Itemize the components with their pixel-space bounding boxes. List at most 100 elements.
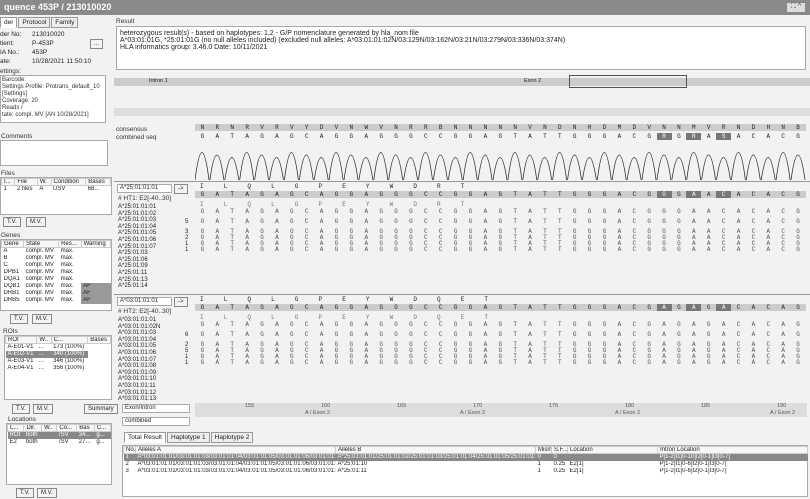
allele-list-item[interactable]: A*03:01:01:05 xyxy=(118,343,157,350)
allele-list-item[interactable]: A*25:01:01:01 xyxy=(118,204,157,210)
allele-list-item[interactable]: A*25:01:09 xyxy=(118,263,148,270)
summary-button[interactable]: Summary xyxy=(84,404,118,414)
result-text[interactable]: heterozygous result(s) - based on haplot… xyxy=(116,26,806,70)
rois-mv-button[interactable]: M.V. xyxy=(33,404,53,414)
gene-overview-bar[interactable]: Intron 1 Exon 2 xyxy=(114,75,810,88)
column-header[interactable]: L... xyxy=(6,424,25,432)
comments-box[interactable] xyxy=(0,140,108,166)
column-header[interactable]: ROI xyxy=(4,336,38,344)
allele-list-item[interactable]: A*25:01:13 xyxy=(118,276,148,283)
column-header[interactable]: I... xyxy=(0,178,16,186)
allele-list-item[interactable]: A*03:01:01:07 xyxy=(118,356,157,363)
view-window[interactable] xyxy=(569,75,687,88)
ht1-allele-select[interactable]: A*25:01:01:01 xyxy=(117,184,172,193)
column-header[interactable]: Mism. xyxy=(535,446,552,454)
allele-list-item[interactable]: A*25:01:01:04 xyxy=(118,223,157,230)
tab-haplotype-2[interactable]: Haplotype 2 xyxy=(210,432,254,443)
table-row[interactable]: 3 A*03:01:01:01/03:01:01:03/03:01:01:04/0… xyxy=(124,468,808,475)
allele-list-item[interactable]: A*25:01:01:07 xyxy=(118,243,157,250)
table-row[interactable]: E2 both/SV 27... g... xyxy=(8,439,111,446)
allele-list-item[interactable]: A*25:01:01:02 xyxy=(118,210,157,217)
ht1-label[interactable]: # HT1: E2[-40..30] xyxy=(118,195,172,202)
allele-list-item[interactable]: A*03:01:01:09 xyxy=(118,369,157,376)
table-row[interactable]: DQA1 compl. MV max. xyxy=(2,276,111,283)
allele-list-item[interactable]: A*25:01:06 xyxy=(118,256,148,263)
column-header[interactable]: Warning xyxy=(80,240,111,248)
ht2-allele-select[interactable]: A*03:01:01:01 xyxy=(117,297,172,306)
allele-list-item[interactable]: A*03:01:01:12 xyxy=(118,389,157,396)
allele-list-item[interactable]: A*25:01:03 xyxy=(118,250,148,257)
ht2-label[interactable]: # HT2: E2[-40..30] xyxy=(118,308,172,315)
column-header[interactable]: Alleles A xyxy=(135,446,336,454)
tab-haplotype-1[interactable]: Haplotype 1 xyxy=(166,432,210,443)
rois-table[interactable]: ROI W.. C... Bases A-E01-V1... 173 (100%) A-E0… xyxy=(4,335,112,400)
table-row[interactable]: ROI both/SV 34... g... xyxy=(7,431,111,439)
table-row[interactable]: A-E03-V1... 346 (100%) xyxy=(6,358,111,365)
sequence-select[interactable]: combined xyxy=(122,417,190,426)
column-header[interactable]: C... xyxy=(50,336,89,344)
column-header[interactable]: Bas xyxy=(76,424,95,432)
table-row[interactable]: DRB1 compl. MV max. AF xyxy=(2,289,111,297)
column-header[interactable]: W.. xyxy=(36,336,52,344)
allele-list-item[interactable]: A*03:01:01:04 xyxy=(118,336,157,343)
rois-tv-button[interactable]: T.V. xyxy=(12,404,30,414)
column-header[interactable]: Condition xyxy=(50,178,87,186)
table-row[interactable]: 1 2 files A USV 68... xyxy=(2,186,111,193)
table-row[interactable]: A-E01-V1... 173 (100%) xyxy=(6,344,111,351)
ht1-go-button[interactable]: -> xyxy=(174,184,188,194)
table-row[interactable]: 2 A*03:01:01:01/03:01:01:03/03:01:01:04/0… xyxy=(124,461,808,468)
table-row[interactable]: A-E04-V1... 356 (100%) xyxy=(6,365,111,372)
column-header[interactable]: Res... xyxy=(58,240,82,248)
table-row[interactable]: DPB1 compl. MV max. xyxy=(2,269,111,276)
table-row[interactable]: DRB5 compl. MV max. AF xyxy=(2,296,111,304)
column-header[interactable]: S.F... xyxy=(551,446,568,454)
column-header[interactable]: No. xyxy=(123,446,136,454)
tab-protocol[interactable]: Protocol xyxy=(18,17,51,28)
column-header[interactable]: File xyxy=(14,178,38,186)
column-header[interactable]: Location xyxy=(567,446,658,454)
allele-list-item[interactable]: A*25:01:14 xyxy=(118,283,148,290)
genes-tv-button[interactable]: T.V. xyxy=(10,314,28,324)
settings-box[interactable]: Barcode: Settings Profile: Protrans_defau… xyxy=(0,75,106,123)
locations-mv-button[interactable]: M.V. xyxy=(37,488,57,498)
column-header[interactable]: Gene xyxy=(1,240,25,248)
allele-list-item[interactable]: A*03:01:01:03 xyxy=(118,330,157,337)
allele-list-item[interactable]: A*03:01:01:11 xyxy=(118,382,156,389)
allele-list-item[interactable]: A*25:01:11 xyxy=(118,269,148,276)
table-row[interactable]: DQB1 compl. MV max. AF xyxy=(2,282,111,290)
tab-order[interactable]: der xyxy=(0,17,18,28)
locations-tv-button[interactable]: T.V. xyxy=(16,488,34,498)
tab-total-result[interactable]: Total Result xyxy=(124,432,166,443)
files-mv-button[interactable]: M.V. xyxy=(26,217,46,227)
column-header[interactable]: State xyxy=(23,240,60,248)
tab-family[interactable]: Family xyxy=(51,17,79,28)
allele-list-item[interactable]: A*25:01:01:06 xyxy=(118,236,157,243)
more-button[interactable]: ... xyxy=(90,39,104,49)
column-header[interactable]: Dir. xyxy=(23,424,43,432)
column-header[interactable]: C... xyxy=(93,424,112,432)
genes-mv-button[interactable]: M.V. xyxy=(32,314,52,324)
window-collapse-button[interactable]: ⛶ ^ xyxy=(786,2,806,13)
column-header[interactable]: W. xyxy=(36,178,52,186)
table-row[interactable]: A-E02-V1... 340 (100%) xyxy=(5,350,111,358)
locations-table[interactable]: L... Dir. W.. Co... Bas C... ROI both/SV 34... g.… xyxy=(6,423,112,485)
table-row[interactable]: 1 A*03:01:01:01/03:01:01:03/03:01:01:04/0… xyxy=(123,453,808,461)
allele-list-item[interactable]: A*03:01:01:01 xyxy=(118,317,157,323)
view-mode-select[interactable]: Exon/Intron xyxy=(122,404,190,413)
allele-list-item[interactable]: A*25:01:01:03 xyxy=(118,217,157,224)
column-header[interactable]: Bases xyxy=(87,336,111,344)
allele-list-item[interactable]: A*03:01:01:06 xyxy=(118,349,157,356)
allele-list-item[interactable]: A*25:01:01:05 xyxy=(118,230,157,237)
column-header[interactable]: Co... xyxy=(56,424,78,432)
column-header[interactable]: W.. xyxy=(41,424,58,432)
files-tv-button[interactable]: T.V. xyxy=(3,217,21,227)
allele-list-item[interactable]: A*03:01:01:13 xyxy=(118,396,157,403)
allele-list-item[interactable]: A*03:01:01:10 xyxy=(118,376,157,383)
column-header[interactable]: Intron Location xyxy=(657,446,808,454)
column-header[interactable]: Alleles B xyxy=(335,446,536,454)
